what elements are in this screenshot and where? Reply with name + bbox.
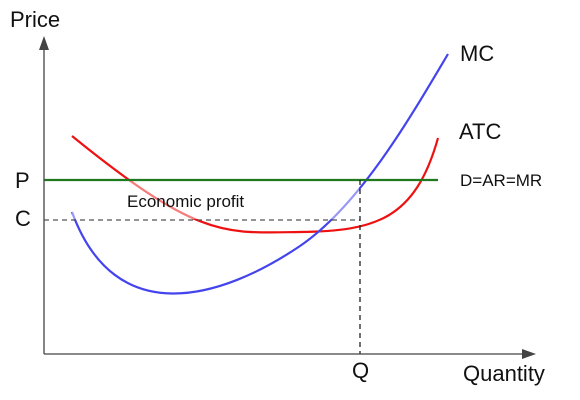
economic-profit-region <box>72 180 360 220</box>
quantity-label: Q <box>352 358 369 383</box>
profit-region-overlay <box>72 181 359 219</box>
atc-label: ATC <box>459 119 501 144</box>
mc-label: MC <box>460 41 494 66</box>
x-axis-arrow-icon <box>522 349 536 359</box>
mc-curve <box>70 53 449 295</box>
atc-curve <box>71 135 440 234</box>
economic-profit-label: Economic profit <box>127 192 244 211</box>
y-axis-label: Price <box>10 7 60 32</box>
cost-label: C <box>15 206 31 231</box>
demand-label: D=AR=MR <box>460 171 542 190</box>
price-label: P <box>15 168 30 193</box>
y-axis-arrow-icon <box>39 36 49 50</box>
x-axis-label: Quantity <box>463 361 545 386</box>
